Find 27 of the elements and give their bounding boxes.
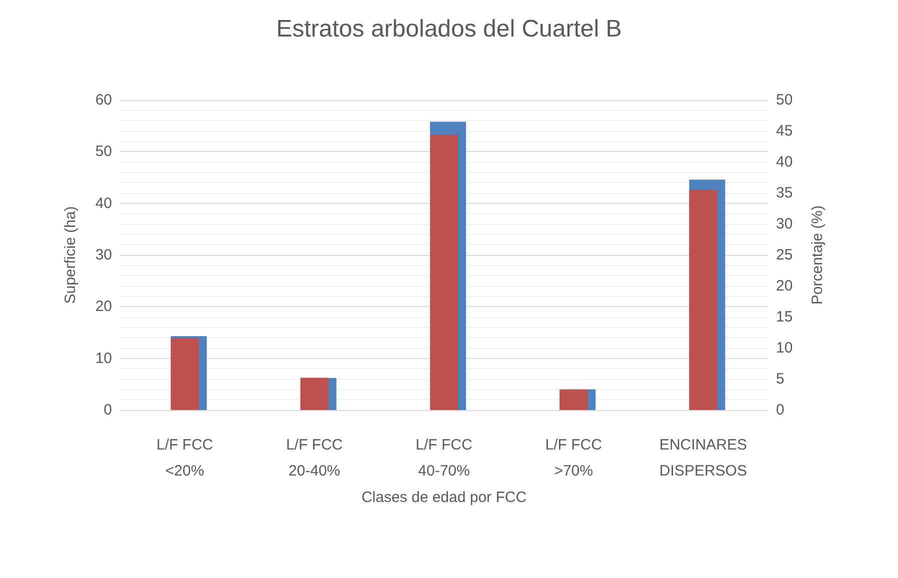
y-tick-label: 50 bbox=[95, 143, 112, 160]
y2-tick-label: 45 bbox=[776, 122, 793, 140]
y2-tick-label: 25 bbox=[776, 246, 793, 264]
y2-tick-label: 5 bbox=[776, 370, 784, 388]
y-tick-label: 30 bbox=[95, 246, 112, 264]
y-tick-label: 20 bbox=[95, 298, 112, 316]
y2-tick-label: 50 bbox=[776, 92, 793, 108]
y2-tick-label: 35 bbox=[776, 184, 793, 202]
y2-tick-label: 15 bbox=[776, 308, 793, 326]
y2-tick-label: 20 bbox=[776, 278, 793, 294]
y2-tick-label: 10 bbox=[776, 340, 793, 356]
x-tick-label: L/F FCC 40-70% bbox=[416, 436, 472, 480]
x-tick-label: L/F FCC <20% bbox=[156, 436, 214, 480]
y-tick-label: 10 bbox=[95, 350, 112, 367]
y-tick-label: 60 bbox=[95, 92, 112, 108]
y2-axis-title: Porcentaje (%) bbox=[809, 205, 826, 305]
x-axis-title: Clases de edad por FCC bbox=[361, 489, 527, 506]
x-tick-label: L/F FCC >70% bbox=[545, 436, 602, 480]
x-tick-label: L/F FCC 20-40% bbox=[286, 436, 343, 480]
y-axis-title: Superficie (ha) bbox=[62, 206, 79, 304]
y2-tick-label: 30 bbox=[776, 216, 793, 232]
y-tick-label: 0 bbox=[104, 402, 112, 418]
y2-tick-label: 40 bbox=[776, 154, 793, 170]
chart-title: Estratos arbolados del Cuartel B bbox=[276, 16, 622, 42]
y-tick-label: 40 bbox=[95, 194, 112, 212]
x-tick-label: ENCINARES DISPERSOS bbox=[659, 436, 747, 480]
y2-tick-label: 0 bbox=[776, 402, 784, 418]
